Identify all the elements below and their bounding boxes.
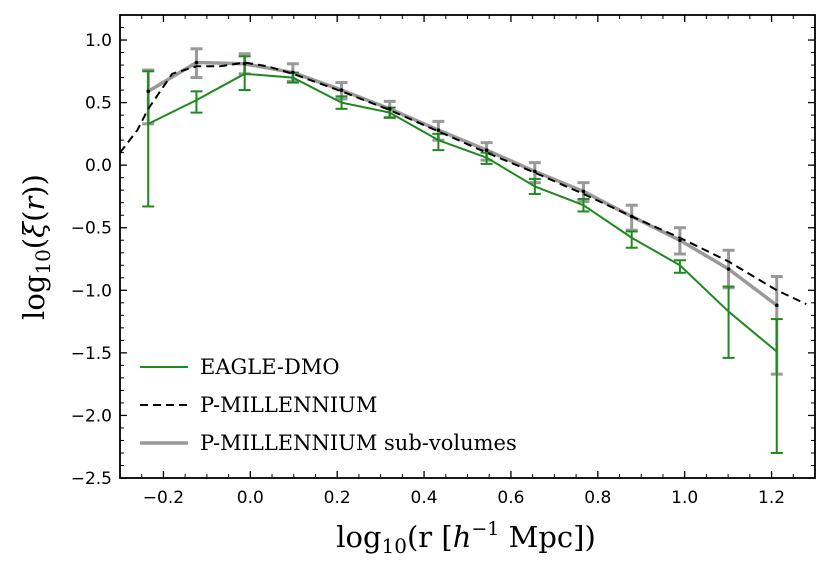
x-axis-ticks: −0.2 0.0 0.2 0.4 0.6 0.8 1.0 1.2 <box>119 15 816 508</box>
y-axis-label: log10(ξ(r)) <box>17 174 55 320</box>
x-tick-label: 1.2 <box>758 488 785 508</box>
sub-volumes-point <box>242 62 247 66</box>
x-tick-label: 0.6 <box>497 488 524 508</box>
y-tick-label: 1.0 <box>85 31 112 51</box>
y-tick-label: 0.5 <box>85 94 112 114</box>
sub-volumes-point <box>484 148 489 152</box>
sub-volumes-point <box>726 267 731 271</box>
sub-volumes-point <box>629 214 634 219</box>
series-line-eagle-dmo <box>147 72 778 353</box>
x-tick-label: 0.0 <box>237 488 264 508</box>
sub-volumes-point <box>533 169 537 174</box>
sub-volumes-point <box>678 238 682 243</box>
sub-volumes-point <box>146 89 151 94</box>
x-axis-label: log10(r [h−1 Mpc]) <box>336 518 596 558</box>
y-tick-label: −1.0 <box>71 281 112 301</box>
legend-entry-p-millennium: P-MILLENNIUM <box>200 393 377 417</box>
series-line-p-millennium-sub-volumes <box>147 60 778 307</box>
legend-entry-p-millennium-sub-volumes: P-MILLENNIUM sub-volumes <box>200 431 517 455</box>
y-tick-label: −2.5 <box>71 469 112 489</box>
sub-volumes-point <box>436 128 441 132</box>
y-tick-label: −0.5 <box>71 219 112 239</box>
x-tick-label: 1.0 <box>671 488 698 508</box>
svg-text:log10(ξ(r)): log10(ξ(r)) <box>17 174 55 320</box>
series-layer <box>119 47 807 454</box>
plot-frame <box>119 14 816 479</box>
sub-volumes-point <box>194 60 199 65</box>
x-tick-label: 0.8 <box>584 488 611 508</box>
legend: EAGLE-DMO P-MILLENNIUM P-MILLENNIUM sub-… <box>140 355 517 455</box>
x-tick-label: 0.4 <box>411 488 438 508</box>
legend-entry-eagle-dmo: EAGLE-DMO <box>200 355 340 379</box>
x-tick-label: 0.2 <box>324 488 351 508</box>
sub-volumes-point <box>387 107 392 111</box>
y-tick-label: 0.0 <box>85 156 112 176</box>
y-tick-label: −1.5 <box>71 344 112 364</box>
sub-volumes-point <box>581 189 586 194</box>
sub-volumes-point <box>339 88 344 92</box>
sub-volumes-point <box>774 303 779 308</box>
series-line-p-millennium <box>119 61 807 305</box>
y-tick-label: −2.0 <box>71 406 112 426</box>
x-tick-label: −0.2 <box>143 488 184 508</box>
sub-volumes-point <box>291 70 295 75</box>
